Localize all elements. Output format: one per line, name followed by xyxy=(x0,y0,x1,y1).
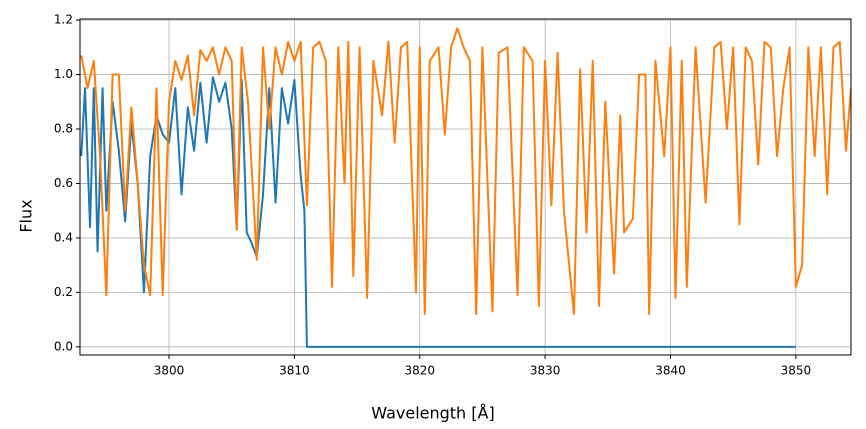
plot-frame xyxy=(79,18,852,356)
x-tick-label: 3840 xyxy=(655,364,686,378)
x-tick-label: 3820 xyxy=(404,364,435,378)
x-tick-label: 3850 xyxy=(781,364,812,378)
y-tick-label: 0.0 xyxy=(54,339,73,353)
x-tick-label: 3830 xyxy=(530,364,561,378)
x-axis-label: Wavelength [Å] xyxy=(371,404,494,423)
y-tick-label: 1.0 xyxy=(54,67,73,81)
series-line xyxy=(80,27,851,316)
y-tick-label: 1.2 xyxy=(54,13,73,27)
y-tick-label: 0.6 xyxy=(54,176,73,190)
x-tick-label: 3810 xyxy=(279,364,310,378)
y-tick-label: 0.2 xyxy=(54,285,73,299)
x-tick-label: 3800 xyxy=(154,364,185,378)
y-tick-label: 0.8 xyxy=(54,122,73,136)
y-tick-label: 0.4 xyxy=(54,230,73,244)
y-axis-label: Flux xyxy=(17,199,36,232)
